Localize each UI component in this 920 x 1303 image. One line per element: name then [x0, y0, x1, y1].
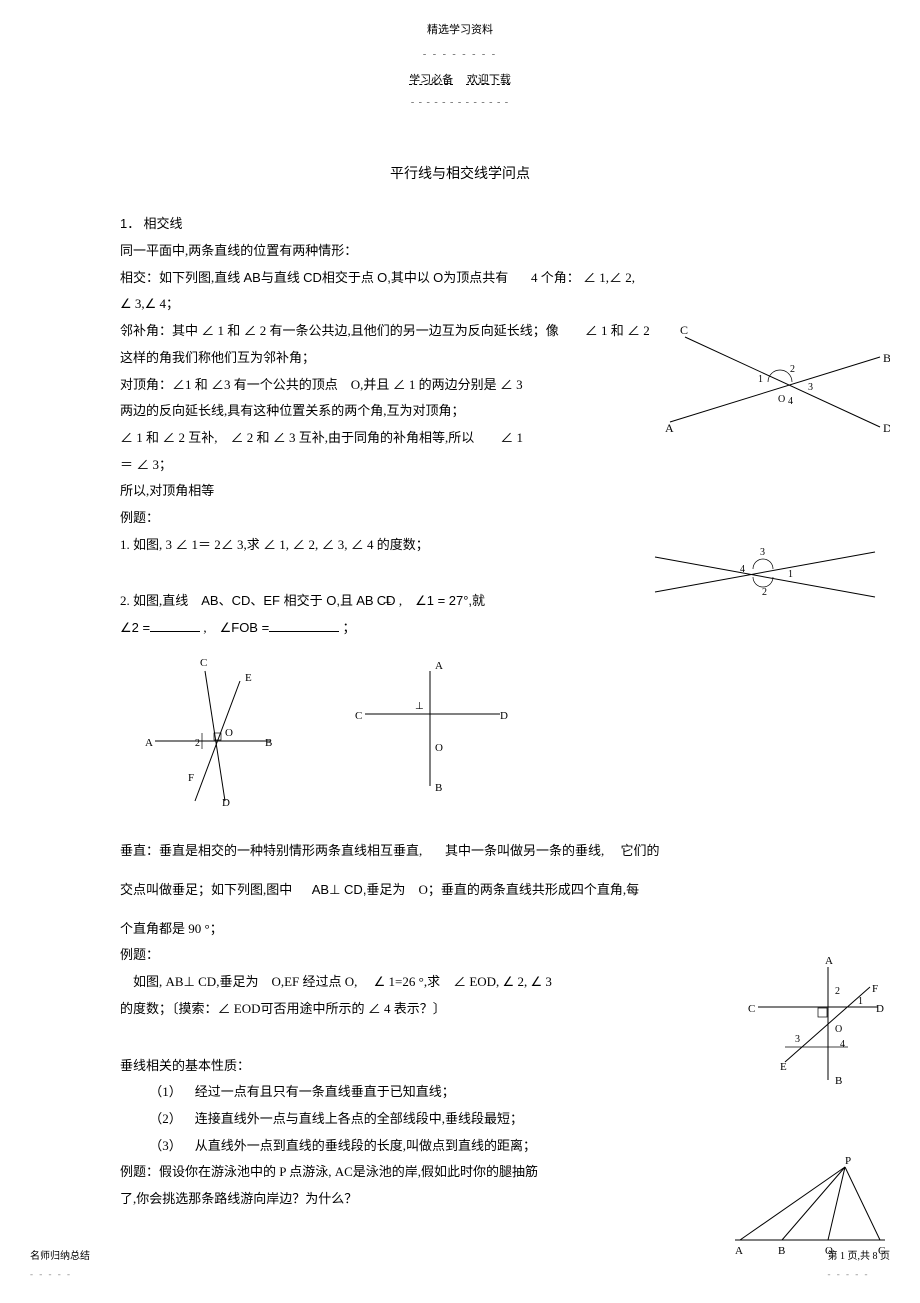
diag3-label-D: D [222, 797, 230, 809]
diagram-4: A C D O B ⊥ [340, 651, 520, 820]
perpline-example2: 了,你会挑选那条路线游向岸边？为什么？ [120, 1187, 800, 1212]
diag5-label-2: 2 [835, 986, 840, 997]
footer-right: 第 1 页,共 8 页 - - - - - [828, 1247, 891, 1283]
diag5-label-F: F [872, 983, 878, 995]
diag5-label-B: B [835, 1075, 842, 1087]
perpline-item1: （1） 经过一点有且只有一条直线垂直于已知直线； [120, 1080, 800, 1105]
diag3-label-O: O [225, 727, 233, 739]
diag5-label-A: A [825, 955, 833, 967]
diag3-label-F: F [188, 772, 194, 784]
blank-2 [269, 618, 339, 632]
s1-line1: 同一平面中,两条直线的位置有两种情形： [120, 239, 800, 264]
s1-line11: 例题： [120, 506, 800, 531]
diagram-5: A F C D E B O 1 2 3 4 [740, 952, 890, 1092]
section1-header: 1． 相交线 [120, 212, 800, 237]
header-sub-right: 欢迎下载 [467, 74, 511, 86]
s1-line2: 相交：如下列图,直线 AB与直线 CD相交于点 O,其中以 O为顶点共有 4 个… [120, 266, 800, 291]
perp-line6: 的度数；〔摸索：∠ EOD可否用途中所示的 ∠ 4 表示？〕 [120, 997, 800, 1022]
diag4-label-A: A [435, 660, 443, 672]
diag5-label-C: C [748, 1003, 755, 1015]
perpline-item3: （3） 从直线外一点到直线的垂线段的长度,叫做点到直线的距离； [120, 1134, 800, 1159]
diag5-label-O: O [835, 1024, 842, 1035]
svg-text:⊥: ⊥ [415, 701, 424, 712]
diag1-label-C: C [680, 323, 688, 337]
diag3-label-E: E [245, 672, 252, 684]
diagram-3: C E A B F D O 2 [140, 651, 300, 820]
diag4-label-C: C [355, 710, 362, 722]
diag1-label-B: B [883, 351, 890, 365]
diag3-label-B: B [265, 737, 272, 749]
diagram-row: C E A B F D O 2 A C D O B [140, 651, 800, 820]
diag2-label-3: 3 [760, 547, 765, 558]
header-dashes: - - - - - - - - [120, 45, 800, 64]
diag1-label-3: 3 [808, 382, 813, 393]
diag2-label-1: 1 [788, 569, 793, 580]
page-title: 平行线与相交线学问点 [120, 162, 800, 189]
section1-name: 相交线 [143, 216, 182, 231]
perpline-example: 例题：假设你在游泳池中的 P 点游泳, AC是泳池的岸,假如此时你的腿抽筋 [120, 1160, 800, 1185]
footer-left: 名师归纳总结 - - - - - [30, 1247, 90, 1283]
diag1-label-4: 4 [788, 396, 793, 407]
header-sub-left: 学习必备 [409, 74, 453, 86]
diag4-label-D: D [500, 710, 508, 722]
blank-1 [150, 618, 200, 632]
diag1-label-1: 1 [758, 374, 763, 385]
perp-line1: 垂直：垂直是相交的一种特别情形两条直线相互垂直, 其中一条叫做另一条的垂线, 它… [120, 839, 800, 864]
diag1-label-2: 2 [790, 364, 795, 375]
diag6-label-A: A [735, 1245, 743, 1257]
perp-line4: 例题： [120, 943, 800, 968]
perp-line2: 交点叫做垂足；如下列图,图中 AB⊥ CD,垂足为 O；垂直的两条直线共形成四个… [120, 878, 800, 903]
diag1-label-D: D [883, 421, 890, 435]
diag1-label-A: A [665, 421, 674, 435]
section1-num: 1． [120, 216, 140, 231]
diag6-label-P: P [845, 1155, 851, 1167]
diag1-label-O: O [778, 394, 785, 405]
perpline-item2: （2） 连接直线外一点与直线上各点的全部线段中,垂线段最短； [120, 1107, 800, 1132]
diagram-6: P A B O C [730, 1152, 890, 1262]
s1-line9: ＝ ∠ 3； [120, 453, 800, 478]
diag5-label-4: 4 [840, 1039, 845, 1050]
diag4-label-B: B [435, 782, 442, 794]
diag3-label-C: C [200, 657, 207, 669]
perp-line3: 个直角都是 90 °； [120, 917, 800, 942]
perpline-title: 垂线相关的基本性质： [120, 1054, 800, 1079]
diag2-label-2: 2 [762, 587, 767, 598]
diag5-label-E: E [780, 1061, 787, 1073]
diag5-label-1: 1 [858, 996, 863, 1007]
diag5-label-3: 3 [795, 1034, 800, 1045]
header-sub: 学习必备 欢迎下载 [120, 70, 800, 91]
diag6-label-B: B [778, 1245, 785, 1257]
header-underline: - - - - - - - - - - - - - [120, 93, 800, 112]
diag3-label-2: 2 [195, 738, 200, 749]
s2-line2: ∠2 = , ∠FOB = ； [120, 616, 800, 641]
perp-line5: 如图, AB⊥ CD,垂足为 O,EF 经过点 O, ∠ 1=26 °,求 ∠ … [120, 970, 800, 995]
s1-line10: 所以,对顶角相等 [120, 479, 800, 504]
diag4-label-O: O [435, 742, 443, 754]
header-top: 精选学习资料 [120, 20, 800, 41]
diagram-intersecting-lines: A B C D O 1 2 3 4 [660, 322, 890, 442]
diag3-label-A: A [145, 737, 153, 749]
diagram-angles-2: 3 4 1 2 [650, 537, 880, 617]
diag2-label-4: 4 [740, 564, 745, 575]
diag5-label-D: D [876, 1003, 884, 1015]
content: A B C D O 1 2 3 4 1． 相交线 同一平面中,两条直线的位置有两… [120, 212, 800, 1211]
s1-line3: ∠ 3,∠ 4； [120, 292, 800, 317]
